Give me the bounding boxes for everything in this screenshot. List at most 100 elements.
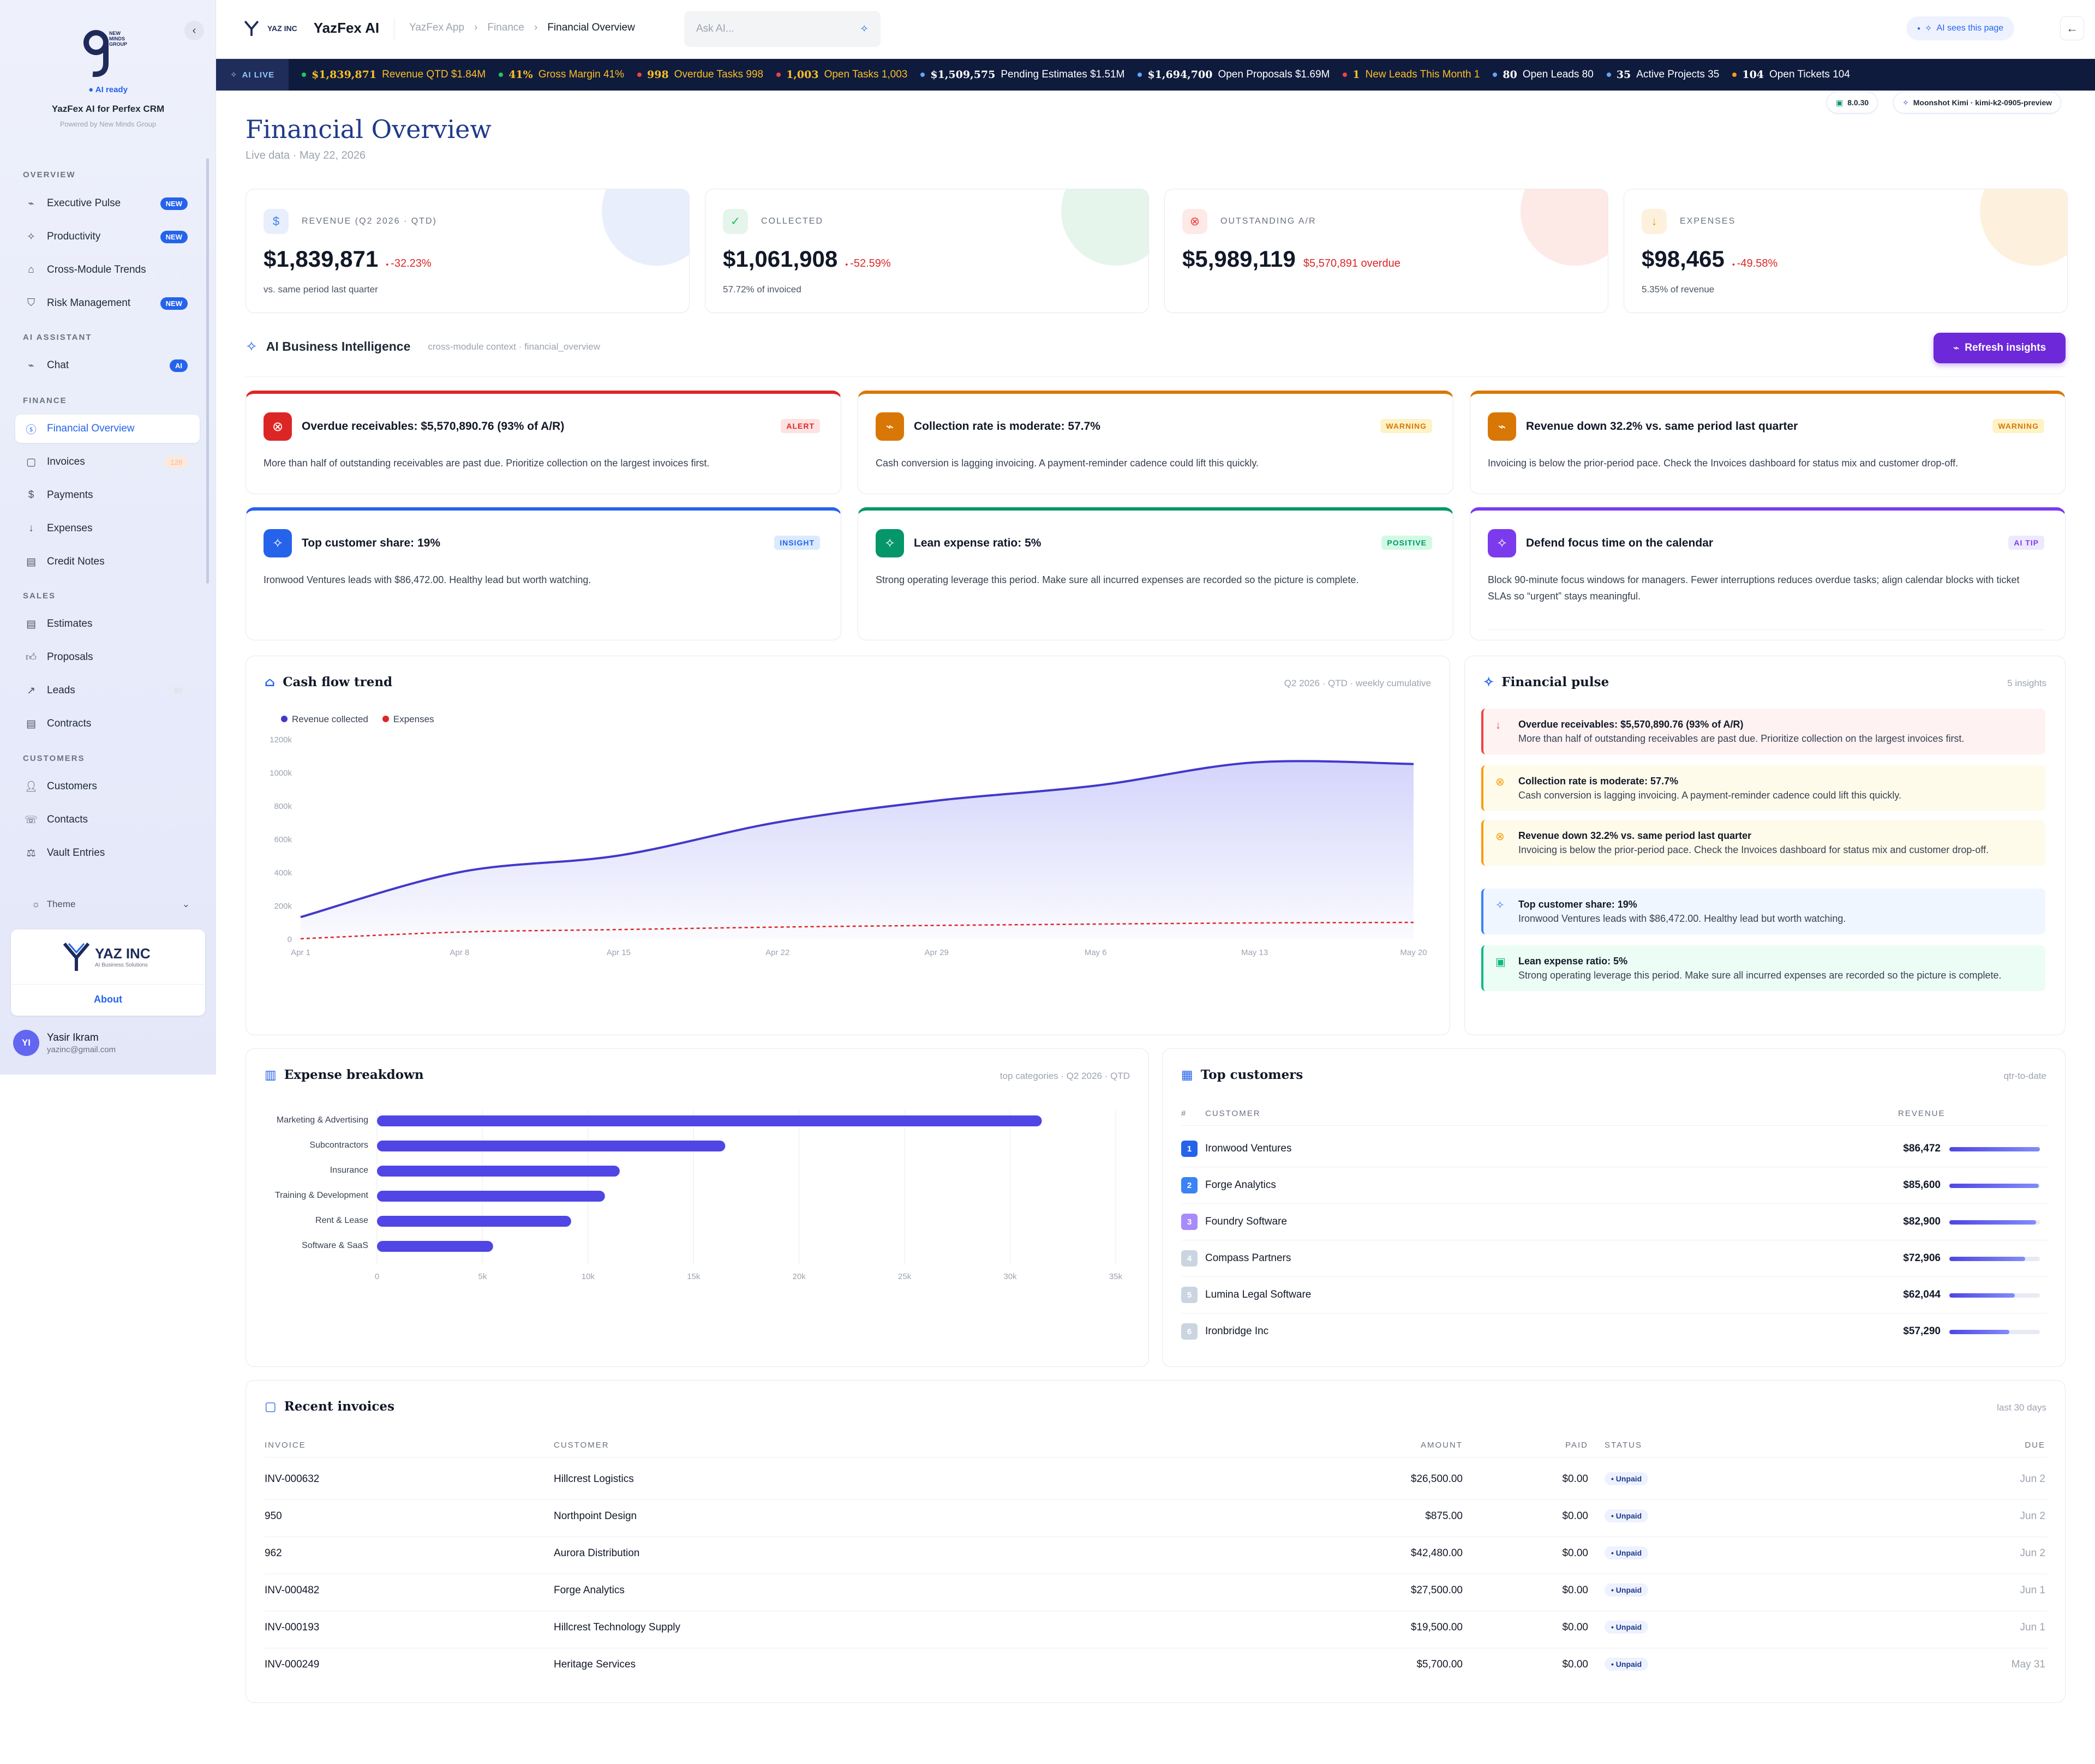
invoice-number[interactable]: INV-000482 (265, 1585, 320, 1596)
ticker-item[interactable]: 1,003 Open Tasks 1,003 (776, 69, 907, 81)
sidebar-item-cross-module-trends[interactable]: ⌂ Cross-Module Trends (15, 256, 200, 284)
sidebar-item-payments[interactable]: $ Payments (15, 481, 200, 509)
table-row[interactable]: 962 Aurora Distribution $42,480.00 $0.00 • U… (246, 1540, 2065, 1574)
sidebar-item-credit-notes[interactable]: ▤ Credit Notes (15, 548, 200, 576)
sparkle-icon: ✧ (1925, 24, 1932, 33)
customer-name[interactable]: Compass Partners (1205, 1252, 1291, 1264)
category-label: Software & SaaS (302, 1241, 368, 1250)
sidebar-item-risk-management[interactable]: ⛉ Risk Management NEW (15, 289, 200, 317)
ai-badge: AI (170, 359, 188, 372)
sidebar-scrollbar[interactable] (206, 158, 209, 584)
model-chip[interactable]: ✧ Moonshot Kimi · kimi-k2-0905-preview (1893, 92, 2062, 113)
breadcrumb-finance[interactable]: Finance (487, 22, 524, 33)
table-row[interactable]: INV-000249 Heritage Services $5,700.00 $0.0… (246, 1651, 2065, 1682)
pulse-item[interactable]: ✧ Top customer share: 19% Ironwood Venture… (1481, 889, 2045, 934)
insight-card[interactable]: ⌁ Collection rate is moderate: 57.7% WARNI… (858, 391, 1453, 494)
table-row[interactable]: INV-000632 Hillcrest Logistics $26,500.00 $… (246, 1466, 2065, 1500)
ticker-item[interactable]: 1 New Leads This Month 1 (1343, 69, 1480, 81)
ticker-label: Pending Estimates $1.51M (1001, 69, 1125, 80)
refresh-insights-button[interactable]: ⌁ Refresh insights (1934, 333, 2066, 363)
sidebar-item-chat[interactable]: ⌁ Chat AI (15, 351, 200, 380)
ticker-item[interactable]: 104 Open Tickets 104 (1732, 69, 1850, 81)
pulse-item-title: Top customer share: 19% (1518, 899, 1637, 910)
insight-card[interactable]: ✧ Defend focus time on the calendar AI TIP… (1470, 507, 2066, 640)
sidebar-item-estimates[interactable]: ▤ Estimates (15, 610, 200, 638)
status-badge: • Unpaid (1605, 1621, 1649, 1634)
sidebar-item-proposals[interactable]: 👍︎ Proposals (26, 651, 93, 663)
ask-ai-input[interactable]: Ask AI... ✧ (684, 11, 881, 47)
top-brand[interactable]: YAZ INC YazFex AI (243, 20, 379, 37)
ticker-item[interactable]: 80 Open Leads 80 (1493, 69, 1594, 81)
insight-body: More than half of outstanding receivable… (264, 458, 710, 469)
top-customers-title: ▦ Top customers (1181, 1067, 1303, 1082)
collapse-sidebar-button[interactable]: ‹ (184, 21, 204, 40)
ticker-value: $1,509,575 (930, 69, 996, 81)
customer-name[interactable]: Ironbridge Inc (1205, 1325, 1269, 1337)
sidebar-item-productivity[interactable]: ✧ Productivity NEW (15, 223, 200, 251)
ticker-item[interactable]: 998 Overdue Tasks 998 (637, 69, 763, 81)
ticker-item[interactable]: $1,694,700 Open Proposals $1.69M (1138, 69, 1330, 81)
sparkle-icon: ✧ (876, 529, 904, 557)
ticker-item[interactable]: $1,509,575 Pending Estimates $1.51M (920, 69, 1124, 81)
customer-name[interactable]: Ironwood Ventures (1205, 1143, 1292, 1154)
invoice-paid: $0.00 (1562, 1547, 1588, 1559)
svg-text:GROUP: GROUP (109, 41, 127, 47)
kpi-label: REVENUE (Q2 2026 · QTD) (302, 217, 437, 226)
insight-card[interactable]: ✧ Top customer share: 19% INSIGHT Ironwood … (246, 507, 841, 640)
sidebar-item-invoices[interactable]: ▢ Invoices 128 (15, 448, 200, 476)
invoice-number[interactable]: INV-000632 (265, 1473, 320, 1485)
y-tick-label: 200k (274, 902, 292, 911)
table-row[interactable]: INV-000193 Hillcrest Technology Supply $19… (246, 1614, 2065, 1648)
col-revenue: REVENUE (1898, 1109, 1946, 1118)
kpi-subtext: vs. same period last quarter (264, 284, 378, 295)
x-tick-label: 10k (582, 1272, 595, 1281)
revenue-share-bar (1949, 1220, 2040, 1225)
ticker-value: 35 (1616, 69, 1631, 81)
category-label: Insurance (330, 1166, 368, 1175)
invoice-number[interactable]: 962 (265, 1547, 282, 1559)
customer-name[interactable]: Foundry Software (1205, 1216, 1287, 1227)
sidebar-item-financial-overview[interactable]: ⓢ Financial Overview (15, 415, 200, 443)
x-tick-label: Apr 29 (925, 948, 949, 957)
sidebar-item-executive-pulse[interactable]: ⌁ Executive Pulse NEW (15, 189, 200, 218)
about-link[interactable]: About (94, 994, 122, 1005)
invoice-number[interactable]: INV-000249 (265, 1659, 320, 1670)
insight-card[interactable]: ✧ Lean expense ratio: 5% POSITIVE Strong op… (858, 507, 1453, 640)
ticker-item[interactable]: $1,839,871 Revenue QTD $1.84M (302, 69, 486, 81)
pulse-item-body: Invoicing is below the prior-period pace… (1518, 844, 1989, 855)
kpi-subtext: 5.35% of revenue (1642, 284, 1715, 295)
sidebar-item-contracts[interactable]: ▤ Contracts (15, 710, 200, 738)
customer-name[interactable]: Lumina Legal Software (1205, 1289, 1312, 1300)
pulse-item[interactable]: ↓ Overdue receivables: $5,570,890.76 (93%… (1481, 709, 2045, 754)
sparkle-icon: ✧ (230, 70, 238, 80)
insight-card[interactable]: ⊗ Overdue receivables: $5,570,890.76 (93%… (246, 391, 841, 494)
insight-card[interactable]: ⌁ Revenue down 32.2% vs. same period last… (1470, 391, 2066, 494)
table-row[interactable]: INV-000482 Forge Analytics $27,500.00 $0.00… (246, 1577, 2065, 1611)
pulse-item[interactable]: ⊗ Collection rate is moderate: 57.7% Cash … (1481, 765, 2045, 811)
table-row[interactable]: 950 Northpoint Design $875.00 $0.00 • Unpaid… (246, 1503, 2065, 1537)
nav-section-sales: SALES (23, 591, 56, 601)
sidebar-item-expenses[interactable]: ↓ Expenses (15, 514, 200, 543)
invoice-number[interactable]: INV-000193 (265, 1622, 320, 1633)
sidebar-item-customers[interactable]: 👤︎ Customers (24, 781, 97, 793)
col-customer: CUSTOMER (554, 1441, 609, 1450)
ticker-item[interactable]: 35 Active Projects 35 (1606, 69, 1719, 81)
customer-name[interactable]: Forge Analytics (1205, 1179, 1276, 1191)
ticker-label: Gross Margin 41% (538, 69, 625, 80)
ticker-item[interactable]: 41% Gross Margin 41% (499, 69, 624, 81)
document-icon: ▤ (26, 618, 36, 630)
invoice-number[interactable]: 950 (265, 1510, 282, 1522)
theme-selector[interactable]: ☼ Theme ⌄ (32, 899, 190, 909)
user-profile[interactable]: YI Yasir Ikram yazinc@gmail.com (13, 1030, 116, 1056)
sidebar-item-contacts[interactable]: ☏ Contacts (25, 814, 88, 826)
sparkle-icon: ✧ (1902, 98, 1909, 107)
pulse-item[interactable]: ⊗ Revenue down 32.2% vs. same period last… (1481, 820, 2045, 866)
x-tick-label: May 20 (1400, 948, 1427, 957)
breadcrumb-yazfex-app[interactable]: YazFex App (409, 22, 465, 33)
ai-sees-page-toggle[interactable]: ● ✧ AI sees this page (1906, 16, 2015, 40)
sidebar-item-leads[interactable]: ↗ Leads 80 (15, 676, 200, 705)
sidebar-item-vault-entries[interactable]: ⚖ Vault Entries (15, 839, 200, 867)
pulse-item[interactable]: ▣ Lean expense ratio: 5% Strong operating … (1481, 945, 2045, 991)
back-button[interactable]: ← (2060, 16, 2084, 40)
new-minds-logo: NEW MINDS GROUP (81, 25, 135, 80)
